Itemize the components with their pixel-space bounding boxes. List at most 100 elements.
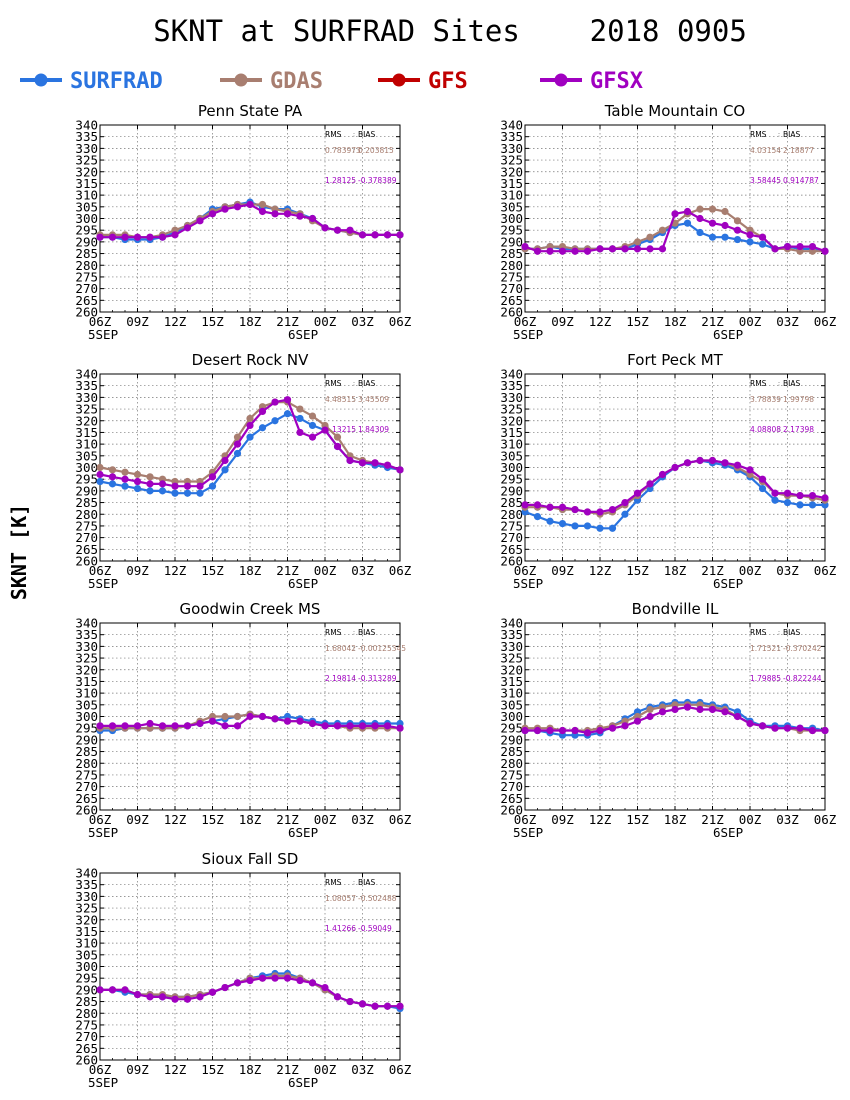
rms-header: RMS <box>325 130 342 139</box>
gfsx-bias: -0.822244 <box>783 674 822 683</box>
data-point-surfrad <box>108 480 117 488</box>
y-tick-label: 305 <box>500 697 523 712</box>
x-tick-label: 06Z <box>514 314 537 329</box>
date-label: 6SEP <box>288 825 318 840</box>
data-point-gfsx <box>696 705 704 714</box>
y-tick-label: 280 <box>500 507 523 522</box>
y-tick-label: 290 <box>75 234 98 249</box>
y-tick-label: 330 <box>75 639 98 654</box>
x-tick-label: 06Z <box>814 314 837 329</box>
data-point-gfsx <box>383 461 392 469</box>
panel-title: Desert Rock NV <box>192 351 309 369</box>
data-point-gdas <box>133 470 142 479</box>
rms-header: RMS <box>750 130 767 139</box>
data-point-gfsx <box>771 489 779 497</box>
x-tick-label: 09Z <box>126 1062 149 1077</box>
data-point-gfsx <box>808 242 817 251</box>
data-point-gfsx <box>121 986 129 994</box>
data-point-gfsx <box>683 703 692 711</box>
y-axis: 2602652702752802852902953003053103153203… <box>500 118 825 320</box>
data-point-gfsx <box>121 475 129 483</box>
y-tick-label: 300 <box>75 709 98 724</box>
data-point-surfrad <box>783 498 792 507</box>
x-tick-label: 18Z <box>239 812 262 827</box>
data-point-gfsx <box>321 722 329 730</box>
data-point-gfsx <box>196 719 204 728</box>
data-point-gfsx <box>108 473 117 481</box>
data-point-gfsx <box>371 1002 379 1010</box>
date-label: 6SEP <box>288 576 318 591</box>
y-tick-label: 335 <box>75 627 98 642</box>
data-point-surfrad <box>621 510 629 518</box>
data-point-gdas <box>296 405 304 413</box>
data-point-surfrad <box>308 421 317 430</box>
x-tick-label: 12Z <box>589 563 612 578</box>
x-tick-label: 00Z <box>739 812 762 827</box>
data-point-surfrad <box>721 233 729 241</box>
data-point-gfsx <box>733 461 742 469</box>
y-tick-label: 315 <box>500 176 523 191</box>
legend-label: SURFRAD <box>70 69 163 94</box>
data-point-gfsx <box>333 226 342 234</box>
data-point-surfrad <box>796 501 804 509</box>
data-point-gfsx <box>171 722 179 730</box>
data-point-gfsx <box>533 501 542 509</box>
data-point-gfsx <box>671 463 679 472</box>
x-tick-label: 06Z <box>514 812 537 827</box>
x-tick-label: 06Z <box>389 812 412 827</box>
data-point-gfsx <box>621 245 629 253</box>
data-point-gfsx <box>558 503 567 511</box>
data-point-gfsx <box>558 726 567 735</box>
y-tick-label: 330 <box>75 390 98 405</box>
data-point-gfsx <box>296 428 304 437</box>
data-point-gfsx <box>246 976 254 985</box>
x-tick-label: 21Z <box>276 812 299 827</box>
x-tick-label: 15Z <box>626 314 649 329</box>
gfsx-rms: 1.41266 <box>325 924 356 933</box>
data-point-gfsx <box>596 508 604 516</box>
data-point-gfsx <box>283 717 292 725</box>
date-label: 5SEP <box>88 576 118 591</box>
x-tick-label: 03Z <box>351 812 374 827</box>
panel-penn-state-pa: Penn State PA260265270275280285290295300… <box>75 102 411 342</box>
data-point-gfsx <box>746 719 754 728</box>
data-point-gfsx <box>758 475 767 483</box>
data-point-surfrad <box>758 484 767 493</box>
data-point-surfrad <box>96 477 104 486</box>
data-point-gfsx <box>146 480 154 488</box>
gfsx-bias: 0.914787 <box>783 176 819 185</box>
x-tick-label: 15Z <box>201 812 224 827</box>
legend-item-gfs: GFS <box>378 69 468 94</box>
date-label: 6SEP <box>713 825 743 840</box>
rms-header: RMS <box>750 379 767 388</box>
data-point-gfsx <box>546 247 554 255</box>
data-point-gfsx <box>271 974 279 982</box>
legend-item-surfrad: SURFRAD <box>20 69 163 94</box>
gfsx-bias: 1.84309 <box>358 425 389 434</box>
gfsx-rms: 3.58445 <box>750 176 781 185</box>
y-tick-label: 310 <box>75 188 98 203</box>
y-tick-label: 295 <box>75 472 98 487</box>
y-tick-label: 325 <box>500 153 523 168</box>
y-tick-label: 295 <box>500 472 523 487</box>
y-tick-label: 260 <box>75 1053 98 1068</box>
x-tick-label: 00Z <box>314 1062 337 1077</box>
panel-title: Penn State PA <box>198 102 303 120</box>
data-point-gfsx <box>608 505 617 514</box>
gfsx-bias: -0.313289 <box>358 674 397 683</box>
data-point-gfsx <box>246 421 254 430</box>
data-point-gfsx <box>646 712 654 721</box>
legend-label: GFS <box>428 69 468 94</box>
data-point-gdas <box>233 712 242 721</box>
data-point-gfsx <box>208 210 217 218</box>
panel-goodwin-creek-ms: Goodwin Creek MS260265270275280285290295… <box>75 600 411 840</box>
x-tick-label: 21Z <box>701 314 724 329</box>
data-point-gfsx <box>533 247 542 255</box>
panel-bondville-il: Bondville IL2602652702752802852902953003… <box>500 600 836 840</box>
y-tick-label: 270 <box>75 1029 98 1044</box>
y-tick-label: 330 <box>500 639 523 654</box>
data-point-surfrad <box>733 235 742 244</box>
y-tick-label: 315 <box>75 924 98 939</box>
